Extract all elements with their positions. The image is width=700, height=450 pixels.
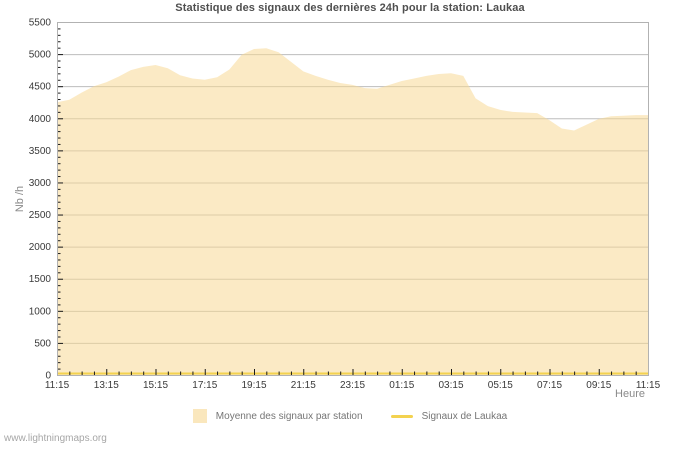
y-tick-label: 1000: [29, 306, 52, 317]
plot-border: [57, 22, 649, 376]
x-tick-label: 05:15: [488, 380, 513, 391]
x-axis-title: Heure: [615, 388, 645, 400]
watermark: www.lightningmaps.org: [4, 433, 107, 444]
legend-label-moyenne: Moyenne des signaux par station: [215, 410, 363, 422]
y-tick-label: 4000: [29, 114, 52, 125]
x-tick-label: 09:15: [586, 380, 611, 391]
y-tick-label: 2500: [29, 210, 52, 221]
x-tick-label: 11:15: [636, 380, 661, 391]
legend-label-laukaa: Signaux de Laukaa: [421, 410, 508, 422]
x-tick-label: 13:15: [94, 380, 119, 391]
x-tick-label: 15:15: [143, 380, 168, 391]
x-tick-label: 23:15: [340, 380, 365, 391]
y-tick-label: 500: [34, 338, 51, 349]
y-tick-label: 3500: [29, 146, 52, 157]
legend: Moyenne des signaux par station Signaux …: [0, 409, 700, 423]
y-axis-title: Nb /h: [14, 185, 26, 213]
series-area-moyenne: [57, 48, 648, 376]
y-tick-label: 2000: [29, 242, 52, 253]
y-tick-label: 5500: [29, 18, 52, 29]
x-tick-label: 11:15: [45, 380, 70, 391]
x-tick-label: 07:15: [537, 380, 562, 391]
chart-title: Statistique des signaux des dernières 24…: [175, 2, 525, 14]
y-tick-label: 5000: [29, 50, 52, 61]
x-tick-label: 01:15: [389, 380, 414, 391]
x-tick-label: 19:15: [241, 380, 266, 391]
y-tick-label: 1500: [29, 274, 52, 285]
line-swatch-icon: [390, 414, 413, 418]
x-tick-label: 17:15: [192, 380, 217, 391]
y-tick-label: 0: [45, 371, 51, 382]
y-tick-label: 3000: [29, 178, 52, 189]
x-tick-label: 21:15: [291, 380, 316, 391]
y-tick-label: 4500: [29, 82, 52, 93]
area-swatch-icon: [192, 409, 207, 423]
x-tick-label: 03:15: [438, 380, 463, 391]
